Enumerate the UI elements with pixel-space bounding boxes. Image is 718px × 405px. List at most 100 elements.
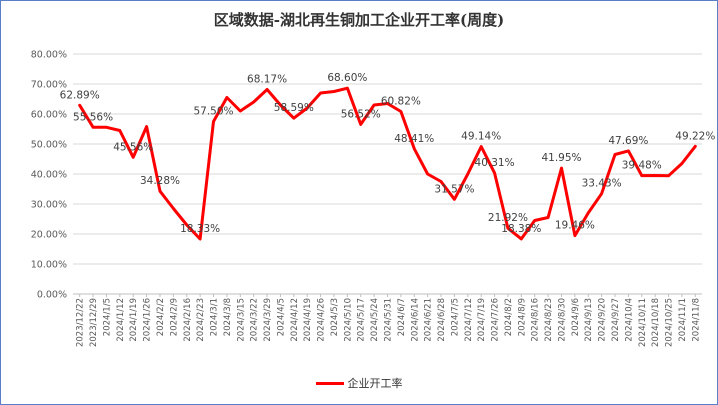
x-tick-label: 2024/9/27 <box>611 298 621 342</box>
x-tick-label: 2024/11/8 <box>691 298 701 342</box>
data-point <box>105 126 108 129</box>
data-label: 60.82% <box>381 96 421 108</box>
data-point <box>399 110 403 113</box>
y-tick-label: 80.00% <box>31 50 67 61</box>
data-point <box>172 207 175 210</box>
x-tick-label: 2024/5/10 <box>343 298 353 342</box>
y-tick-label: 0.00% <box>37 290 67 301</box>
x-tick-label: 2024/3/15 <box>236 298 246 342</box>
data-point <box>212 120 215 123</box>
data-label: 56.52% <box>341 108 381 120</box>
x-tick-label: 2024/5/3 <box>330 298 340 336</box>
data-point <box>306 106 309 110</box>
x-tick-label: 2024/4/19 <box>303 298 313 342</box>
data-label: 18.33% <box>180 223 220 235</box>
x-tick-label: 2024/2/2 <box>156 298 166 336</box>
x-tick-label: 2024/1/19 <box>129 298 139 342</box>
data-label: 62.89% <box>60 89 100 101</box>
data-point <box>587 211 590 215</box>
data-point <box>426 172 429 176</box>
x-tick-label: 2024/1/5 <box>102 298 112 336</box>
data-point <box>466 172 469 176</box>
data-label: 31.57% <box>434 183 474 195</box>
data-point <box>560 166 563 170</box>
data-point <box>239 109 242 113</box>
x-tick-label: 2024/7/12 <box>464 298 474 342</box>
data-label: 39.48% <box>622 160 662 172</box>
data-label: 41.95% <box>541 152 581 164</box>
x-tick-label: 2024/2/16 <box>183 298 193 342</box>
data-label: 45.56% <box>113 141 153 153</box>
data-point <box>118 129 122 132</box>
data-point <box>694 145 697 148</box>
y-tick-label: 70.00% <box>31 80 67 91</box>
x-tick-label: 2024/4/26 <box>317 298 327 342</box>
data-point <box>78 104 81 107</box>
data-label: 68.17% <box>247 73 287 85</box>
x-tick-label: 2024/10/11 <box>638 298 648 347</box>
data-label: 40.31% <box>475 157 515 169</box>
data-point <box>667 174 670 177</box>
data-label: 49.14% <box>461 131 501 143</box>
data-point <box>613 153 617 156</box>
y-tick-label: 60.00% <box>31 110 67 121</box>
data-label: 21.92% <box>488 212 528 224</box>
data-point <box>158 189 162 193</box>
x-tick-label: 2024/10/18 <box>651 298 661 347</box>
chart-title: 区域数据-湖北再生铜加工企业开工率(周度) <box>213 11 505 29</box>
x-tick-label: 2024/8/30 <box>557 298 567 342</box>
x-tick-label: 2024/1/12 <box>116 298 126 342</box>
x-tick-label: 2024/9/13 <box>584 298 594 342</box>
y-tick-label: 50.00% <box>31 140 67 151</box>
data-point <box>332 90 336 93</box>
data-point <box>413 147 416 150</box>
y-tick-label: 40.00% <box>31 170 67 181</box>
data-point <box>359 123 362 126</box>
x-tick-label: 2024/8/9 <box>517 298 527 336</box>
data-label: 48.41% <box>394 133 434 145</box>
x-tick-label: 2023/12/29 <box>89 298 99 347</box>
x-tick-label: 2024/6/21 <box>424 298 434 342</box>
data-point <box>520 237 523 241</box>
data-point <box>185 223 188 227</box>
legend-label: 企业开工率 <box>347 377 403 390</box>
data-label: 34.28% <box>140 175 180 187</box>
data-point <box>319 91 322 95</box>
x-tick-label: 2024/9/20 <box>598 298 608 342</box>
data-point <box>506 227 510 230</box>
data-label: 33.43% <box>582 178 622 190</box>
data-point <box>573 234 577 237</box>
x-tick-label: 2024/4/12 <box>290 298 300 342</box>
x-tick-label: 2024/10/25 <box>665 298 675 347</box>
x-tick-label: 2024/5/31 <box>384 298 394 342</box>
x-tick-label: 2024/7/5 <box>450 298 460 336</box>
data-point <box>627 149 630 153</box>
x-tick-label: 2024/11/1 <box>678 298 688 342</box>
data-point <box>653 174 657 177</box>
data-label: 68.60% <box>327 72 367 84</box>
data-label: 49.22% <box>675 130 715 142</box>
x-tick-label: 2024/6/28 <box>437 298 447 342</box>
x-tick-label: 2024/8/23 <box>544 298 554 342</box>
data-point <box>386 102 389 105</box>
x-tick-label: 2024/9/6 <box>571 298 581 336</box>
data-point <box>600 192 603 195</box>
y-tick-label: 10.00% <box>31 260 67 271</box>
x-tick-label: 2024/4/5 <box>276 298 286 336</box>
data-label: 19.46% <box>555 220 595 232</box>
data-point <box>252 100 255 104</box>
x-tick-label: 2024/7/26 <box>491 298 501 342</box>
data-label: 55.56% <box>73 111 113 123</box>
x-tick-label: 2024/7/19 <box>477 298 487 342</box>
x-tick-label: 2024/10/4 <box>624 298 634 342</box>
data-label: 57.50% <box>193 106 233 118</box>
data-point <box>372 103 376 107</box>
data-point <box>533 219 536 222</box>
x-tick-label: 2024/3/8 <box>223 298 233 336</box>
data-point <box>640 174 643 177</box>
data-label: 47.69% <box>608 135 648 147</box>
x-tick-label: 2024/3/29 <box>263 298 273 342</box>
data-point <box>546 216 550 219</box>
